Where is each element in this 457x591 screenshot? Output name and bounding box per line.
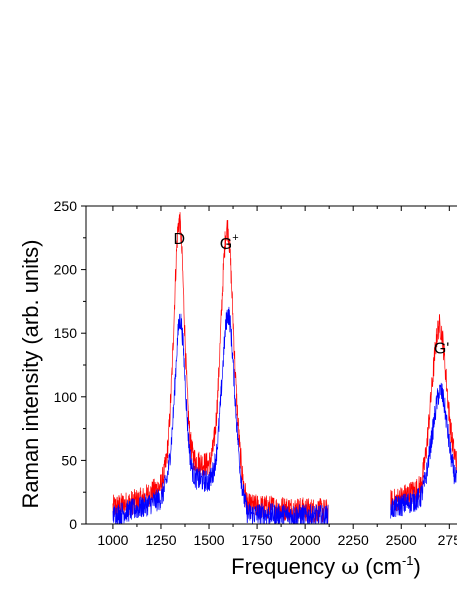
series-2-segment-1 [112,306,329,524]
x-axis-title-unit-exponent: -1 [402,553,414,568]
y-tick-label: 150 [54,325,78,341]
x-tick-label: 1250 [145,532,176,548]
x-tick-label: 1000 [97,532,128,548]
y-tick-label: 100 [54,389,78,405]
annotation-layer: D G+ G' [173,231,449,357]
axes-layer: 1000125015001750200022502500275050100150… [54,198,457,548]
x-tick-label: 2500 [386,532,417,548]
x-tick-label: 2000 [290,532,321,548]
y-axis-title: Raman intensity (arb. units) [18,240,43,509]
x-axis-title-main: Frequency [231,554,341,579]
x-tick-label: 1750 [242,532,273,548]
peak-label: D [173,231,185,248]
y-tick-label: 50 [61,452,77,468]
series-1-segment-1 [112,212,329,524]
x-axis-title-symbol: ω [341,555,359,580]
series-layer [112,212,457,524]
x-tick-label: 2250 [338,532,369,548]
y-tick-label: 200 [54,262,78,278]
x-axis-title: Frequency ω (cm-1) [231,553,421,580]
peak-label: G' [434,341,450,358]
x-tick-label: 1500 [193,532,224,548]
y-tick-label: 0 [69,516,77,532]
series-2-segment-2 [390,382,457,519]
x-tick-label: 275 [438,532,457,548]
y-tick-label: 250 [54,198,78,214]
x-axis-title-unit-open: (cm [359,554,402,579]
x-axis-title-unit-close: ) [414,554,421,579]
peak-label: G+ [220,232,239,253]
